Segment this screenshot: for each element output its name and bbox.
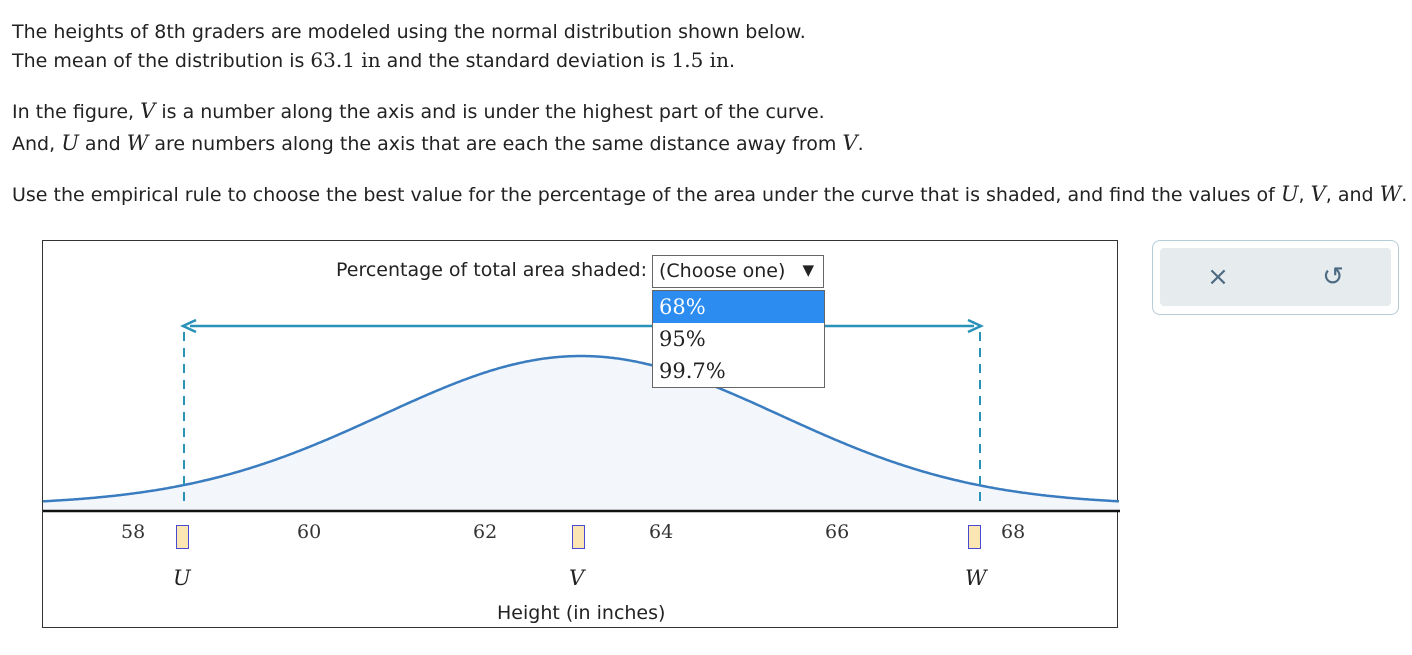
problem-text: are numbers along the axis that are each…: [148, 133, 843, 155]
problem-text: ,: [1298, 184, 1311, 206]
problem-line-2: The mean of the distribution is 63.1 in …: [12, 46, 735, 75]
v-label: V: [569, 566, 585, 590]
var-w: W: [126, 131, 149, 155]
problem-text: The heights of 8th graders are modeled u…: [12, 21, 806, 43]
select-value: (Choose one): [659, 260, 786, 282]
problem-text: In the figure,: [12, 101, 141, 123]
shaded-area: [43, 356, 1120, 511]
u-input-box[interactable]: [176, 525, 189, 549]
problem-line-4: And, U and W are numbers along the axis …: [12, 129, 864, 158]
var-u: U: [61, 131, 79, 155]
option-99-7[interactable]: 99.7%: [659, 359, 726, 383]
tick-label: 66: [825, 521, 850, 543]
tools-panel: × ↺: [1152, 240, 1399, 315]
option-68[interactable]: 68%: [653, 291, 824, 323]
percentage-label: Percentage of total area shaded:: [336, 259, 647, 281]
problem-text: The mean of the distribution is: [12, 50, 311, 72]
problem-text: and: [78, 133, 127, 155]
u-label: U: [173, 566, 191, 590]
mean-value: 63.1 in: [310, 48, 381, 72]
tick-label: 62: [473, 521, 498, 543]
sd-value: 1.5 in: [671, 48, 729, 72]
option-95[interactable]: 95%: [659, 327, 706, 351]
problem-text: .: [1401, 184, 1408, 206]
problem-text: .: [728, 50, 736, 72]
percentage-dropdown: 68% 95% 99.7%: [652, 290, 825, 388]
problem-text: Use the empirical rule to choose the bes…: [12, 184, 1281, 206]
tick-label: 64: [649, 521, 674, 543]
problem-line-1: The heights of 8th graders are modeled u…: [12, 18, 806, 46]
w-label: W: [965, 566, 987, 590]
var-v: V: [1310, 182, 1326, 206]
var-v: V: [842, 131, 858, 155]
tick-label: 60: [297, 521, 322, 543]
tick-label: 58: [121, 521, 146, 543]
right-arrowhead: [967, 318, 984, 334]
percentage-select[interactable]: (Choose one) ▼: [652, 255, 824, 288]
problem-text: is a number along the axis and is under …: [155, 101, 825, 123]
var-w: W: [1379, 182, 1402, 206]
clear-button[interactable]: ×: [1198, 260, 1238, 294]
dropdown-arrow-icon: ▼: [802, 261, 814, 279]
problem-text: .: [857, 133, 864, 155]
close-icon: ×: [1207, 262, 1229, 292]
undo-icon: ↺: [1322, 262, 1344, 292]
v-input-box[interactable]: [572, 525, 585, 549]
normal-curve: [42, 354, 1120, 503]
problem-line-3: In the figure, V is a number along the a…: [12, 97, 825, 126]
var-u: U: [1280, 182, 1299, 206]
w-input-box[interactable]: [968, 525, 981, 549]
tools-bar: × ↺: [1160, 248, 1391, 306]
tick-label: 68: [1001, 521, 1026, 543]
x-axis-label: Height (in inches): [497, 602, 666, 624]
problem-text: And,: [12, 133, 62, 155]
problem-line-5: Use the empirical rule to choose the bes…: [12, 180, 1407, 209]
problem-text: , and: [1325, 184, 1380, 206]
normal-distribution-figure: [42, 240, 1118, 628]
problem-text: and the standard deviation is: [380, 50, 672, 72]
left-arrowhead: [180, 318, 197, 334]
var-v: V: [140, 99, 156, 123]
undo-button[interactable]: ↺: [1313, 260, 1353, 294]
